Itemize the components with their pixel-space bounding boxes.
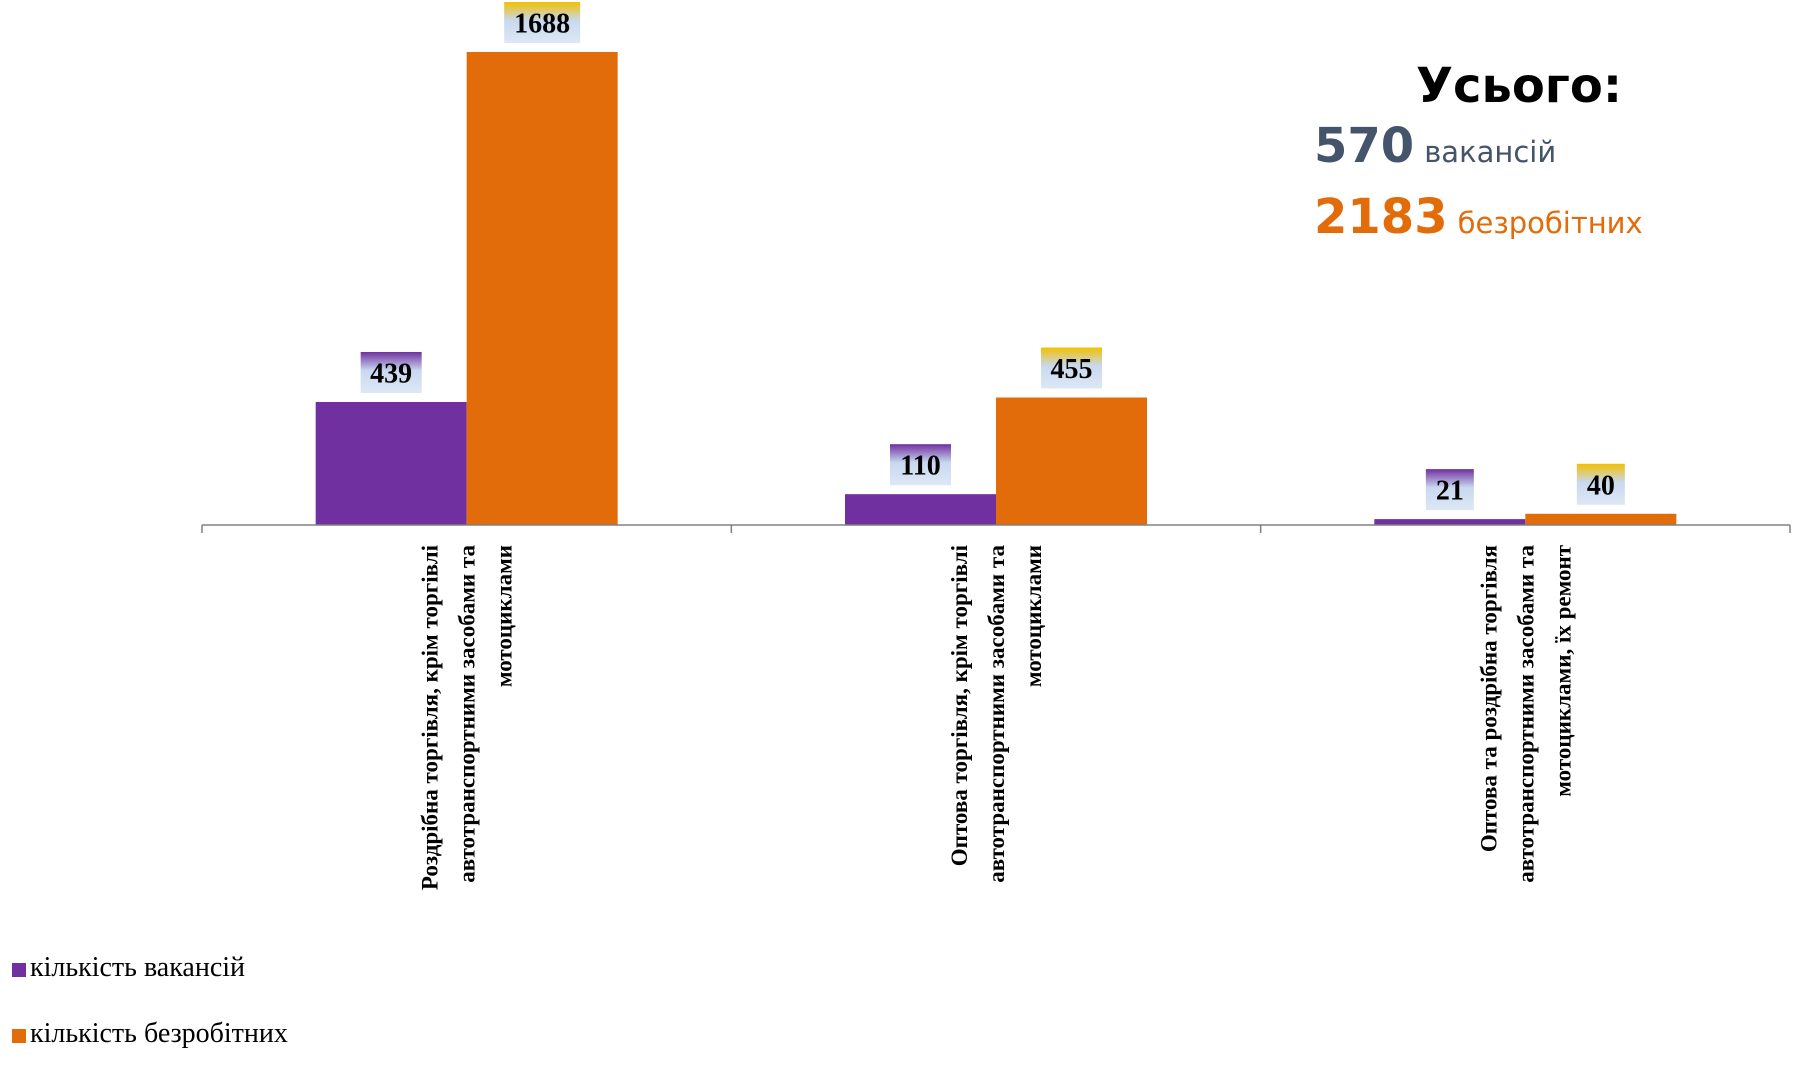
summary-panel: Усього: 570 вакансій 2183 безробітних xyxy=(1310,56,1690,258)
data-labels-layer: 439 1688 110 455 21 40 xyxy=(360,1,1625,511)
legend-label-unemployed: кількість безробітних xyxy=(30,1018,288,1049)
category-label-2-line-2: мотоциклами, їх ремонт xyxy=(1550,544,1575,796)
legend-swatch-unemployed xyxy=(12,1029,26,1043)
bars-layer xyxy=(315,52,1677,525)
category-label-2: Оптова та роздрібна торгівля автотранспор… xyxy=(1476,544,1575,882)
summary-unemployed-word: безробітних xyxy=(1457,206,1643,240)
bar-vacancies-1 xyxy=(845,494,996,525)
category-label-1: Оптова торгівля, крім торгівлі автотрансп… xyxy=(947,544,1046,882)
data-label-bg-unemployed-2 xyxy=(1576,463,1625,505)
summary-vacancies-value: 570 xyxy=(1314,118,1415,174)
data-label-unemployed-1: 455 xyxy=(1051,354,1093,385)
summary-vacancies-row: 570 вакансій xyxy=(1314,116,1690,187)
category-label-1-line-0: Оптова торгівля, крім торгівлі xyxy=(947,544,972,866)
data-label-vacancies-0: 439 xyxy=(370,358,412,389)
legend: кількість вакансій кількість безробітних xyxy=(12,935,288,1067)
data-label-unemployed-0: 1688 xyxy=(514,9,570,40)
legend-swatch-vacancies xyxy=(12,963,26,977)
category-label-2-line-1: автотранспортними засобами та xyxy=(1513,545,1538,883)
data-label-bg-vacancies-2 xyxy=(1425,469,1474,511)
summary-title: Усього: xyxy=(1416,58,1623,114)
legend-item-unemployed: кількість безробітних xyxy=(12,1001,288,1067)
bar-unemployed-0 xyxy=(466,52,618,525)
legend-item-vacancies: кількість вакансій xyxy=(12,935,288,1001)
bar-chart: 439 1688 110 455 21 40 Роздрібна торгівля, кр… xyxy=(201,1,1791,890)
data-label-unemployed-2: 40 xyxy=(1587,470,1615,501)
category-label-2-line-0: Оптова та роздрібна торгівля xyxy=(1476,545,1501,852)
data-label-bg-vacancies-0 xyxy=(360,351,422,393)
x-axis xyxy=(201,524,1791,533)
data-label-bg-unemployed-0 xyxy=(504,1,581,43)
summary-unemployed-value: 2183 xyxy=(1314,189,1448,245)
category-label-1-line-2: мотоциклами xyxy=(1021,545,1046,687)
data-label-vacancies-1: 110 xyxy=(900,451,940,482)
category-label-0-line-2: мотоциклами xyxy=(492,545,517,687)
legend-label-vacancies: кількість вакансій xyxy=(30,952,246,983)
category-label-0: Роздрібна торгівля, крім торгівлі автотра… xyxy=(418,544,517,890)
category-label-0-line-1: автотранспортними засобами та xyxy=(455,545,480,883)
category-label-0-line-0: Роздрібна торгівля, крім торгівлі xyxy=(418,544,443,890)
data-label-bg-vacancies-1 xyxy=(890,444,951,486)
summary-unemployed-row: 2183 безробітних xyxy=(1314,187,1690,258)
summary-vacancies-word: вакансій xyxy=(1424,135,1557,169)
bar-vacancies-2 xyxy=(1374,519,1526,525)
data-label-bg-unemployed-1 xyxy=(1041,347,1102,389)
data-label-vacancies-2: 21 xyxy=(1436,476,1464,507)
category-label-1-line-1: автотранспортними засобами та xyxy=(984,545,1009,883)
category-labels-layer: Роздрібна торгівля, крім торгівлі автотра… xyxy=(418,544,1576,890)
bar-unemployed-1 xyxy=(996,397,1147,525)
bar-unemployed-2 xyxy=(1525,513,1677,525)
bar-vacancies-0 xyxy=(315,401,467,525)
